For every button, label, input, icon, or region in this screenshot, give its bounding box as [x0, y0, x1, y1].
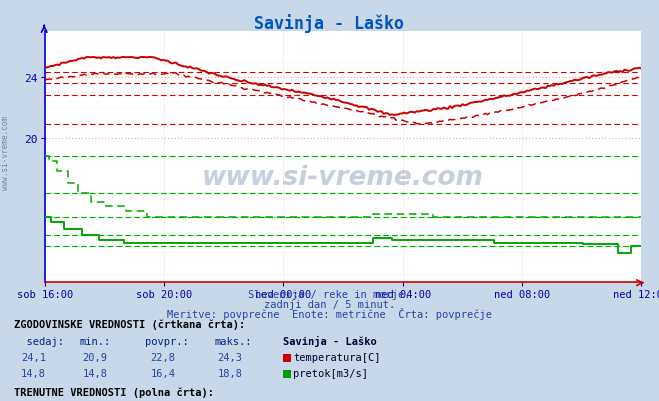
Text: sedaj:: sedaj:	[14, 336, 65, 346]
Text: povpr.:: povpr.:	[145, 336, 188, 346]
Text: maks.:: maks.:	[214, 336, 252, 346]
Text: 24,3: 24,3	[217, 352, 243, 362]
Text: www.si-vreme.com: www.si-vreme.com	[202, 164, 484, 190]
Text: 22,8: 22,8	[150, 352, 175, 362]
Text: temperatura[C]: temperatura[C]	[293, 352, 381, 362]
Text: TRENUTNE VREDNOSTI (polna črta):: TRENUTNE VREDNOSTI (polna črta):	[14, 386, 214, 397]
Text: www.si-vreme.com: www.si-vreme.com	[1, 115, 10, 189]
Text: zadnji dan / 5 minut.: zadnji dan / 5 minut.	[264, 299, 395, 309]
Text: 18,8: 18,8	[217, 368, 243, 378]
Text: ZGODOVINSKE VREDNOSTI (črtkana črta):: ZGODOVINSKE VREDNOSTI (črtkana črta):	[14, 319, 246, 330]
Text: Meritve: povprečne  Enote: metrične  Črta: povprečje: Meritve: povprečne Enote: metrične Črta:…	[167, 307, 492, 319]
Text: 16,4: 16,4	[150, 368, 175, 378]
Text: Slovenija / reke in morje.: Slovenija / reke in morje.	[248, 290, 411, 300]
Text: 14,8: 14,8	[21, 368, 46, 378]
Text: 20,9: 20,9	[82, 352, 107, 362]
Text: Savinja - Laško: Savinja - Laško	[283, 335, 377, 346]
Text: min.:: min.:	[79, 336, 110, 346]
Text: Savinja - Laško: Savinja - Laško	[254, 14, 405, 33]
Text: 14,8: 14,8	[82, 368, 107, 378]
Text: pretok[m3/s]: pretok[m3/s]	[293, 368, 368, 378]
Text: 24,1: 24,1	[21, 352, 46, 362]
